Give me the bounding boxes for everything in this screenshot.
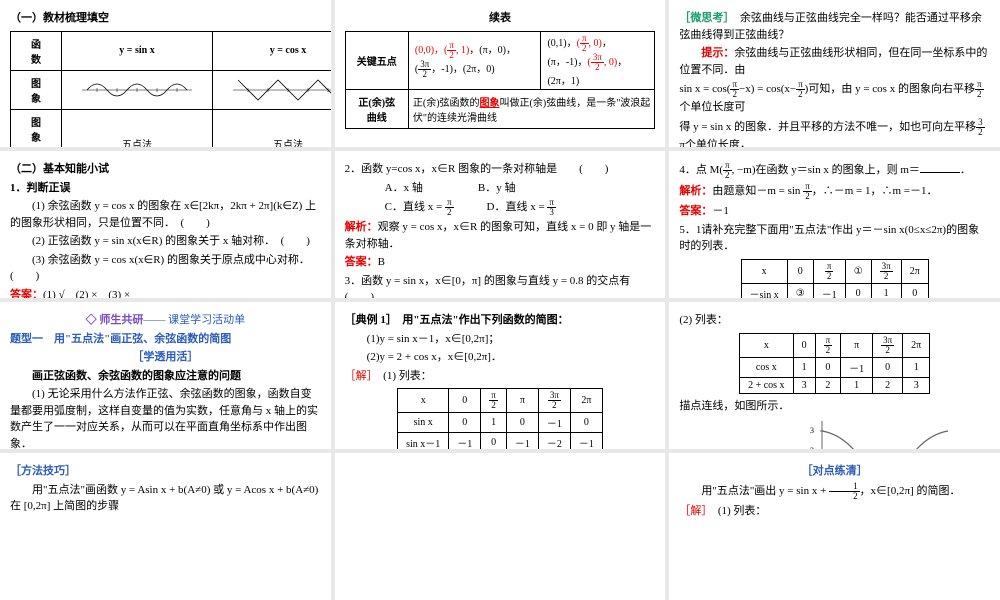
svg-text:2: 2 xyxy=(810,446,814,449)
cosxp2-curve-icon: O 321 π/2π3π/22π xyxy=(800,416,960,449)
p12-text: 用"五点法"画出 y = sin x + 12，x∈[0,2π] 的简图． xyxy=(679,482,990,501)
p10-tag: ［方法技巧］ xyxy=(10,463,321,480)
p4-q1-2: (2) 正弦函数 y = sin x(x∈R) 的图象关于 x 轴对称． xyxy=(10,233,321,250)
p5-q2: 2．函数 y=cos x，x∈R 图象的一条对称轴是 xyxy=(345,161,656,178)
panel-1: （一）教材梳理填空 函数y = sin xy = cos x 图象 图象画法五点… xyxy=(0,0,331,147)
p2-key: 图象 xyxy=(480,98,500,109)
p8-table: x0π2π3π22π sin x010－10 sin x－1－10－1－2－1 xyxy=(397,388,603,449)
p2-desc: 正(余)弦函数的图象叫做正(余)弦曲线，是一条"波浪起伏"的连续光滑曲线 xyxy=(408,89,654,128)
panel-12: ［对点练清］ 用"五点法"画出 y = sin x + 12，x∈[0,2π] … xyxy=(669,453,1000,600)
p8-eq2: (2)y = 2 + cos x，x∈[0,2π]． xyxy=(345,349,656,366)
panel-3: ［微思考］ 余弦曲线与正弦曲线完全一样吗？能否通过平移余弦曲线得到正弦曲线？ 提… xyxy=(669,0,1000,147)
panel-8: ［典例 1］ 用"五点法"作出下列函数的简图： (1)y = sin x－1，x… xyxy=(335,302,666,449)
p2-th1: 关键五点 xyxy=(345,31,408,89)
panel-9: (2) 列表： x0π2π3π22π cos x10－101 2 + cos x… xyxy=(669,302,1000,449)
p6-ana4: 解析：由题意知－m = sin π2，∴－m = 1，∴m =－1． xyxy=(679,182,990,201)
p4-q1-1: (1) 余弦函数 y = cos x 的图象在 x∈[2kπ，2kπ + 2π]… xyxy=(10,198,321,231)
panel-11 xyxy=(335,453,666,600)
cos-curve-icon xyxy=(233,76,331,104)
sine-graph-cell xyxy=(62,70,213,109)
p7-title: ◇ 师生共研—— 课堂学习活动单 xyxy=(10,312,321,329)
p8-ex: ［典例 1］ 用"五点法"作出下列函数的简图： xyxy=(345,312,656,329)
panel-6: 4．点 M(π2, −m)在函数 y＝sin x 的图象上，则 m＝． 解析：由… xyxy=(669,151,1000,298)
p5-q3: 3．函数 y = sin x，x∈[0，π] 的图象与直线 y = 0.8 的交… xyxy=(345,273,656,299)
th-sin: y = sin x xyxy=(62,31,213,70)
p2-pts-cos: (0,1)，(π2, 0)， (π，-1)，(3π2, 0)， (2π，1) xyxy=(541,31,655,89)
panel-7: ◇ 师生共研—— 课堂学习活动单 题型一 用"五点法"画正弦、余弦函数的简图 ［… xyxy=(0,302,331,449)
p5-ans2: 答案：B xyxy=(345,254,656,271)
p10-text: 用"五点法"画函数 y = Asin x + b(A≠0) 或 y = Acos… xyxy=(10,482,321,515)
th-cos: y = cos x xyxy=(213,31,331,70)
p3-formula: sin x = cos(π2−x) = cos(x−π2)可知，由 y = co… xyxy=(679,80,990,116)
p6-table: x0π2①3π22π －sin x③－1010 xyxy=(741,259,929,299)
p12-solve: ［解］ (1) 列表： xyxy=(679,503,990,520)
p9-step: (2) 列表： xyxy=(679,312,990,329)
p5-ana2: 解析：观察 y = cos x，x∈R 的图象可知，直线 x = 0 即 y 轴… xyxy=(345,219,656,252)
p7-section: 题型一 用"五点法"画正弦、余弦函数的简图 xyxy=(10,331,321,348)
p3-tip: 提示：余弦曲线与正弦曲线形状相同，但在同一坐标系中的位置不同．由 xyxy=(679,45,990,78)
cell-3pi2: 3π2 xyxy=(871,259,901,283)
p1-table: 函数y = sin xy = cos x 图象 图象画法五点法五点法 xyxy=(10,31,331,148)
p12-tag: ［对点练清］ xyxy=(679,463,990,480)
p7-activity: ［学透用活］ xyxy=(10,349,321,366)
p4-ans: 答案：(1) √ (2) × (3) × xyxy=(10,287,321,299)
p2-table: 关键五点 (0,0)，(π2, 1)，(π，0)， (3π2，-1)，(2π，0… xyxy=(345,31,656,129)
panel-10: ［方法技巧］ 用"五点法"画函数 y = Asin x + b(A≠0) 或 y… xyxy=(0,453,331,600)
p8-eq1: (1)y = sin x－1，x∈[0,2π]； xyxy=(345,331,656,348)
th-graph: 图象 xyxy=(11,70,62,109)
panel-2: 续表 关键五点 (0,0)，(π2, 1)，(π，0)， (3π2，-1)，(2… xyxy=(335,0,666,147)
p8-solve: ［解］ (1) 列表： xyxy=(345,368,656,385)
p9-table: x0π2π3π22π cos x10－101 2 + cos x32123 xyxy=(739,333,930,394)
p3-line3: 得 y = sin x 的图象．并且平移的方法不唯一，如也可向左平移32π个单位… xyxy=(679,118,990,148)
p2-th2: 正(余)弦曲线 xyxy=(345,89,408,128)
td-method1: 五点法 xyxy=(62,109,213,147)
th-func: 函数 xyxy=(11,31,62,70)
p6-ans4: 答案：－1 xyxy=(679,203,990,220)
p5-opts2: C．直线 x = π2 D．直线 x = π3 xyxy=(345,198,656,217)
p3-q: ［微思考］ 余弦曲线与正弦曲线完全一样吗？能否通过平移余弦曲线得到正弦曲线？ xyxy=(679,10,990,43)
p2-title: 续表 xyxy=(345,10,656,27)
panel-4: （二）基本知能小试 1．判断正误 (1) 余弦函数 y = cos x 的图象在… xyxy=(0,151,331,298)
p6-q5: 5．1请补充完整下面用"五点法"作出 y＝－sin x(0≤x≤2π)的图象时的… xyxy=(679,222,990,255)
p1-heading: （一）教材梳理填空 xyxy=(10,10,321,27)
panel-5: 2．函数 y=cos x，x∈R 图象的一条对称轴是 A．x 轴 B．y 轴 C… xyxy=(335,151,666,298)
cell-pi2: π2 xyxy=(813,259,845,283)
p9-plot: 描点连线，如图所示． xyxy=(679,398,990,415)
p7-p1: (1) 无论采用什么方法作正弦、余弦函数的图象，函数自变量都要用弧度制，这样自变… xyxy=(10,386,321,449)
th-method: 图象画法 xyxy=(11,109,62,147)
td-method2: 五点法 xyxy=(213,109,331,147)
p3-tag: ［微思考］ xyxy=(679,12,729,24)
p4-heading: （二）基本知能小试 xyxy=(10,161,321,178)
sine-curve-icon xyxy=(82,76,192,104)
p2-pts-sin: (0,0)，(π2, 1)，(π，0)， (3π2，-1)，(2π，0) xyxy=(408,31,541,89)
cos-graph-cell xyxy=(213,70,331,109)
p9-graph: O 321 π/2π3π/22π xyxy=(800,416,960,449)
p6-q4: 4．点 M(π2, −m)在函数 y＝sin x 的图象上，则 m＝． xyxy=(679,161,990,180)
p4-q1-3: (3) 余弦函数 y = cos x(x∈R) 的图象关于原点成中心对称． xyxy=(10,252,321,285)
p5-opts1: A．x 轴 B．y 轴 xyxy=(345,180,656,197)
svg-text:3: 3 xyxy=(810,426,814,435)
p4-q1: 1．判断正误 xyxy=(10,180,321,197)
p7-pt: 画正弦函数、余弦函数的图象应注意的问题 xyxy=(10,368,321,385)
